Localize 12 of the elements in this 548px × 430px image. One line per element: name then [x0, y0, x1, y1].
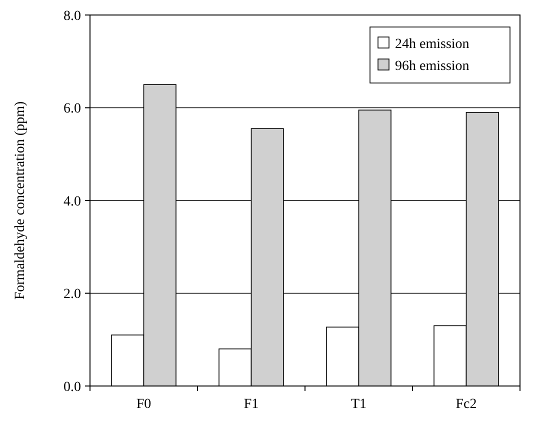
y-tick-label: 2.0: [64, 287, 81, 302]
y-tick-label: 0.0: [64, 380, 81, 395]
x-tick-label: F0: [136, 397, 152, 412]
y-tick-label: 8.0: [64, 8, 81, 24]
legend-label: 24h emission: [395, 36, 470, 52]
legend-label: 96h emission: [395, 58, 470, 74]
x-tick-label: T1: [350, 397, 367, 412]
x-tick-label: Fc2: [456, 397, 477, 412]
x-tick-label: F1: [244, 397, 259, 412]
y-tick-label: 6.0: [64, 102, 81, 117]
y-tick-label: 4.0: [64, 194, 81, 210]
y-axis-title: Formaldehyde concentration (ppm): [13, 101, 28, 300]
